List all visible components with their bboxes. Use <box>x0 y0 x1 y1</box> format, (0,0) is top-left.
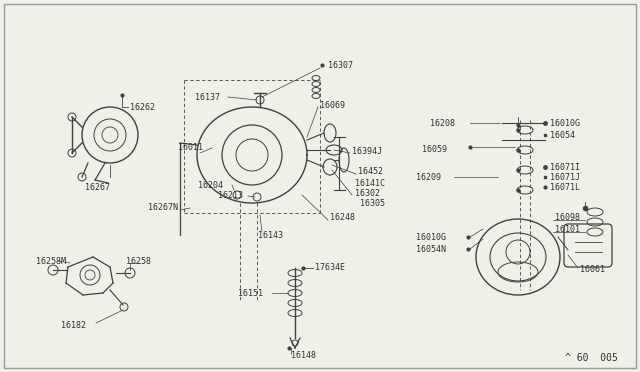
Text: 16248: 16248 <box>330 214 355 222</box>
Text: 16071L: 16071L <box>550 183 580 192</box>
Text: 16148: 16148 <box>291 352 316 360</box>
Text: 16213: 16213 <box>218 192 243 201</box>
Text: 16302: 16302 <box>355 189 380 199</box>
Text: 16010G: 16010G <box>416 232 446 241</box>
Text: 16258M: 16258M <box>36 257 66 266</box>
Text: 16071I: 16071I <box>550 163 580 171</box>
Text: 16054: 16054 <box>550 131 575 140</box>
Text: 16071J: 16071J <box>550 173 580 182</box>
Text: ^ 60  005: ^ 60 005 <box>565 353 618 363</box>
Text: 16182: 16182 <box>61 321 86 330</box>
Text: 16204: 16204 <box>198 180 223 189</box>
Text: 16010G: 16010G <box>550 119 580 128</box>
Text: 16101: 16101 <box>555 225 580 234</box>
Text: 16267: 16267 <box>86 183 111 192</box>
Text: 16208: 16208 <box>430 119 455 128</box>
Text: 16069: 16069 <box>320 100 345 109</box>
Text: 17634E: 17634E <box>315 263 345 273</box>
Text: 16307: 16307 <box>328 61 353 70</box>
Text: 16054N: 16054N <box>416 244 446 253</box>
Text: 16262: 16262 <box>130 103 155 112</box>
Text: 16011: 16011 <box>178 144 203 153</box>
Text: 16258: 16258 <box>126 257 151 266</box>
Text: 16452: 16452 <box>358 167 383 176</box>
Text: 16305: 16305 <box>360 199 385 208</box>
Text: 16141C: 16141C <box>355 179 385 187</box>
Text: 16143: 16143 <box>258 231 283 240</box>
Text: 16061: 16061 <box>580 266 605 275</box>
Text: 16394J: 16394J <box>352 148 382 157</box>
Text: 16059: 16059 <box>422 145 447 154</box>
Text: 16209: 16209 <box>416 173 441 182</box>
Text: 16098: 16098 <box>555 214 580 222</box>
Text: 16267N: 16267N <box>148 203 178 212</box>
Text: 16151: 16151 <box>238 289 263 298</box>
Text: 16137: 16137 <box>195 93 220 102</box>
